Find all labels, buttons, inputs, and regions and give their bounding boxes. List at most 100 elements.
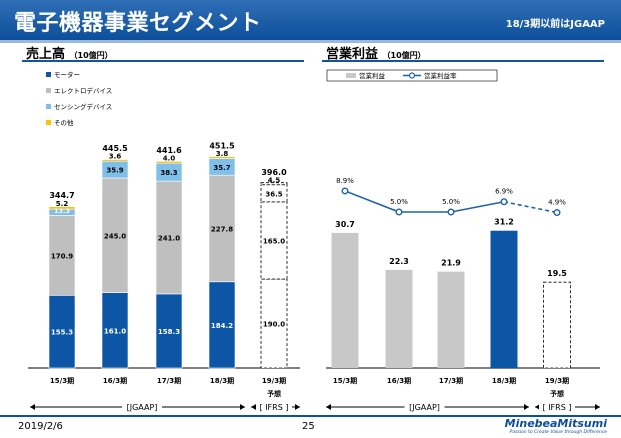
period-label-jgaap: [JGAAP] <box>127 403 158 412</box>
sales-total-label: 396.0 <box>261 168 287 177</box>
margin-line-segment <box>344 190 400 213</box>
margin-label: 6.9% <box>495 188 513 196</box>
profit-category-label: 16/3期 <box>387 376 411 385</box>
ifrs-arrow-head-left <box>251 404 256 410</box>
sales-bar-other <box>101 159 129 162</box>
sales-bar-motor <box>155 293 183 369</box>
profit-category-label: 15/3期 <box>333 376 357 385</box>
sales-total-label: 441.6 <box>156 146 182 155</box>
legend-label-profit: 営業利益 <box>359 71 386 80</box>
jgaap-arrow-head-right <box>240 404 245 410</box>
sales-total-label: 451.5 <box>209 141 235 150</box>
profit-value-label: 19.5 <box>547 269 567 278</box>
period-label-jgaap: [JGAAP] <box>409 403 440 412</box>
sales-category-label: 17/3期 <box>157 376 181 385</box>
footer-date: 2019/2/6 <box>18 421 63 432</box>
jgaap-arrow-head-left <box>326 404 331 410</box>
legend-marker-margin <box>408 72 416 79</box>
sales-label-other: 5.2 <box>56 200 69 208</box>
profit-value-label: 22.3 <box>389 257 409 266</box>
sales-label-electro: 241.0 <box>158 235 180 243</box>
sales-label-motor: 158.3 <box>158 328 180 336</box>
legend-swatch-sensing <box>46 104 51 109</box>
sales-bar-other <box>48 206 76 210</box>
period-label-bg <box>256 401 292 412</box>
profit-section-title: 営業利益 （10億円） <box>326 43 426 62</box>
profit-category-label: 19/3期 <box>545 376 569 385</box>
profit-bar <box>490 230 518 368</box>
brand-name: MinebeaMitsumi <box>504 417 607 430</box>
margin-point <box>395 208 403 216</box>
sales-label-motor: 190.0 <box>263 321 285 329</box>
sales-bar-other <box>208 156 236 159</box>
sales-label-sensing: 13.3 <box>54 207 70 215</box>
period-label-bg <box>539 401 575 412</box>
sales-title: 売上高 <box>26 47 66 62</box>
sales-label-sensing: 38.3 <box>160 169 177 177</box>
legend-label-sensing: センシングデバイス <box>54 102 112 111</box>
margin-line-segment <box>450 200 505 213</box>
header-rule <box>0 40 621 43</box>
legend-label-margin: 営業利益率 <box>424 71 457 80</box>
sales-category-label: 18/3期 <box>210 376 234 385</box>
sales-bar-other <box>155 161 183 164</box>
sales-label-sensing: 35.9 <box>106 167 123 175</box>
margin-point <box>341 187 349 195</box>
page-title: 電子機器事業セグメント <box>14 11 262 36</box>
sales-label-electro: 165.0 <box>263 237 285 245</box>
margin-point <box>500 198 508 206</box>
profit-bar <box>437 271 465 368</box>
legend-swatch-motor <box>46 72 51 77</box>
margin-label: 5.0% <box>442 198 460 206</box>
margin-point <box>447 208 455 216</box>
profit-section-rule <box>322 60 604 62</box>
profit-title: 営業利益 <box>326 47 379 62</box>
ifrs-arrow-head-left <box>535 404 540 410</box>
sales-label-motor: 155.3 <box>51 329 73 337</box>
sales-bar-electro <box>208 174 236 283</box>
sales-section-rule <box>22 60 304 62</box>
brand-logo: MinebeaMitsumi Passion to Create Value t… <box>505 417 607 435</box>
period-label-ifrs: [ IFRS ] <box>260 403 289 412</box>
profit-bar <box>331 232 359 368</box>
brand-tagline: Passion to Create Value through Differen… <box>509 430 607 435</box>
header-bar: 電子機器事業セグメント 18/3期以前はJGAAP <box>0 0 621 40</box>
jgaap-arrow-head-left <box>30 404 35 410</box>
period-label-bg <box>122 401 162 412</box>
sales-total-label: 445.5 <box>102 144 128 153</box>
page-number: 25 <box>302 421 315 432</box>
jgaap-arrow-head-right <box>524 404 529 410</box>
margin-point <box>553 209 561 217</box>
profit-legend: 営業利益 営業利益率 <box>326 69 498 82</box>
sales-label-other: 3.6 <box>109 153 122 161</box>
sales-unit: （10億円） <box>69 51 113 60</box>
sales-bar-motor <box>101 292 129 369</box>
legend-swatch-electro <box>46 88 51 93</box>
accounting-note: 18/3期以前はJGAAP <box>505 19 605 30</box>
sales-category-label: 19/3期 <box>262 376 286 385</box>
legend-swatch-profit <box>346 73 356 78</box>
footer-rule <box>0 415 621 417</box>
profit-category-label: 18/3期 <box>492 376 516 385</box>
sales-label-other: 4.5 <box>268 176 281 184</box>
sales-category-label: 16/3期 <box>103 376 127 385</box>
sales-bar-electro <box>101 177 129 293</box>
period-label-bg <box>404 401 445 412</box>
ifrs-arrow-head-right <box>595 404 600 410</box>
profit-value-label: 21.9 <box>441 259 461 268</box>
sales-label-sensing: 35.7 <box>213 164 230 172</box>
profit-value-label: 30.7 <box>335 220 355 229</box>
profit-bar <box>385 269 413 368</box>
profit-unit: （10億円） <box>382 51 426 60</box>
sales-label-sensing: 36.5 <box>265 190 282 198</box>
profit-forecast-label: 予想 <box>550 389 564 398</box>
sales-label-motor: 161.0 <box>104 327 126 335</box>
sales-label-motor: 184.2 <box>211 322 233 330</box>
margin-label: 8.9% <box>336 177 354 185</box>
profit-chart: 営業利益 営業利益率 30.7 15/3期 22.3 16/3期 21.9 17/3期 31.2… <box>326 69 600 412</box>
sales-bar-electro <box>48 215 76 296</box>
margin-line-segment <box>503 200 558 214</box>
